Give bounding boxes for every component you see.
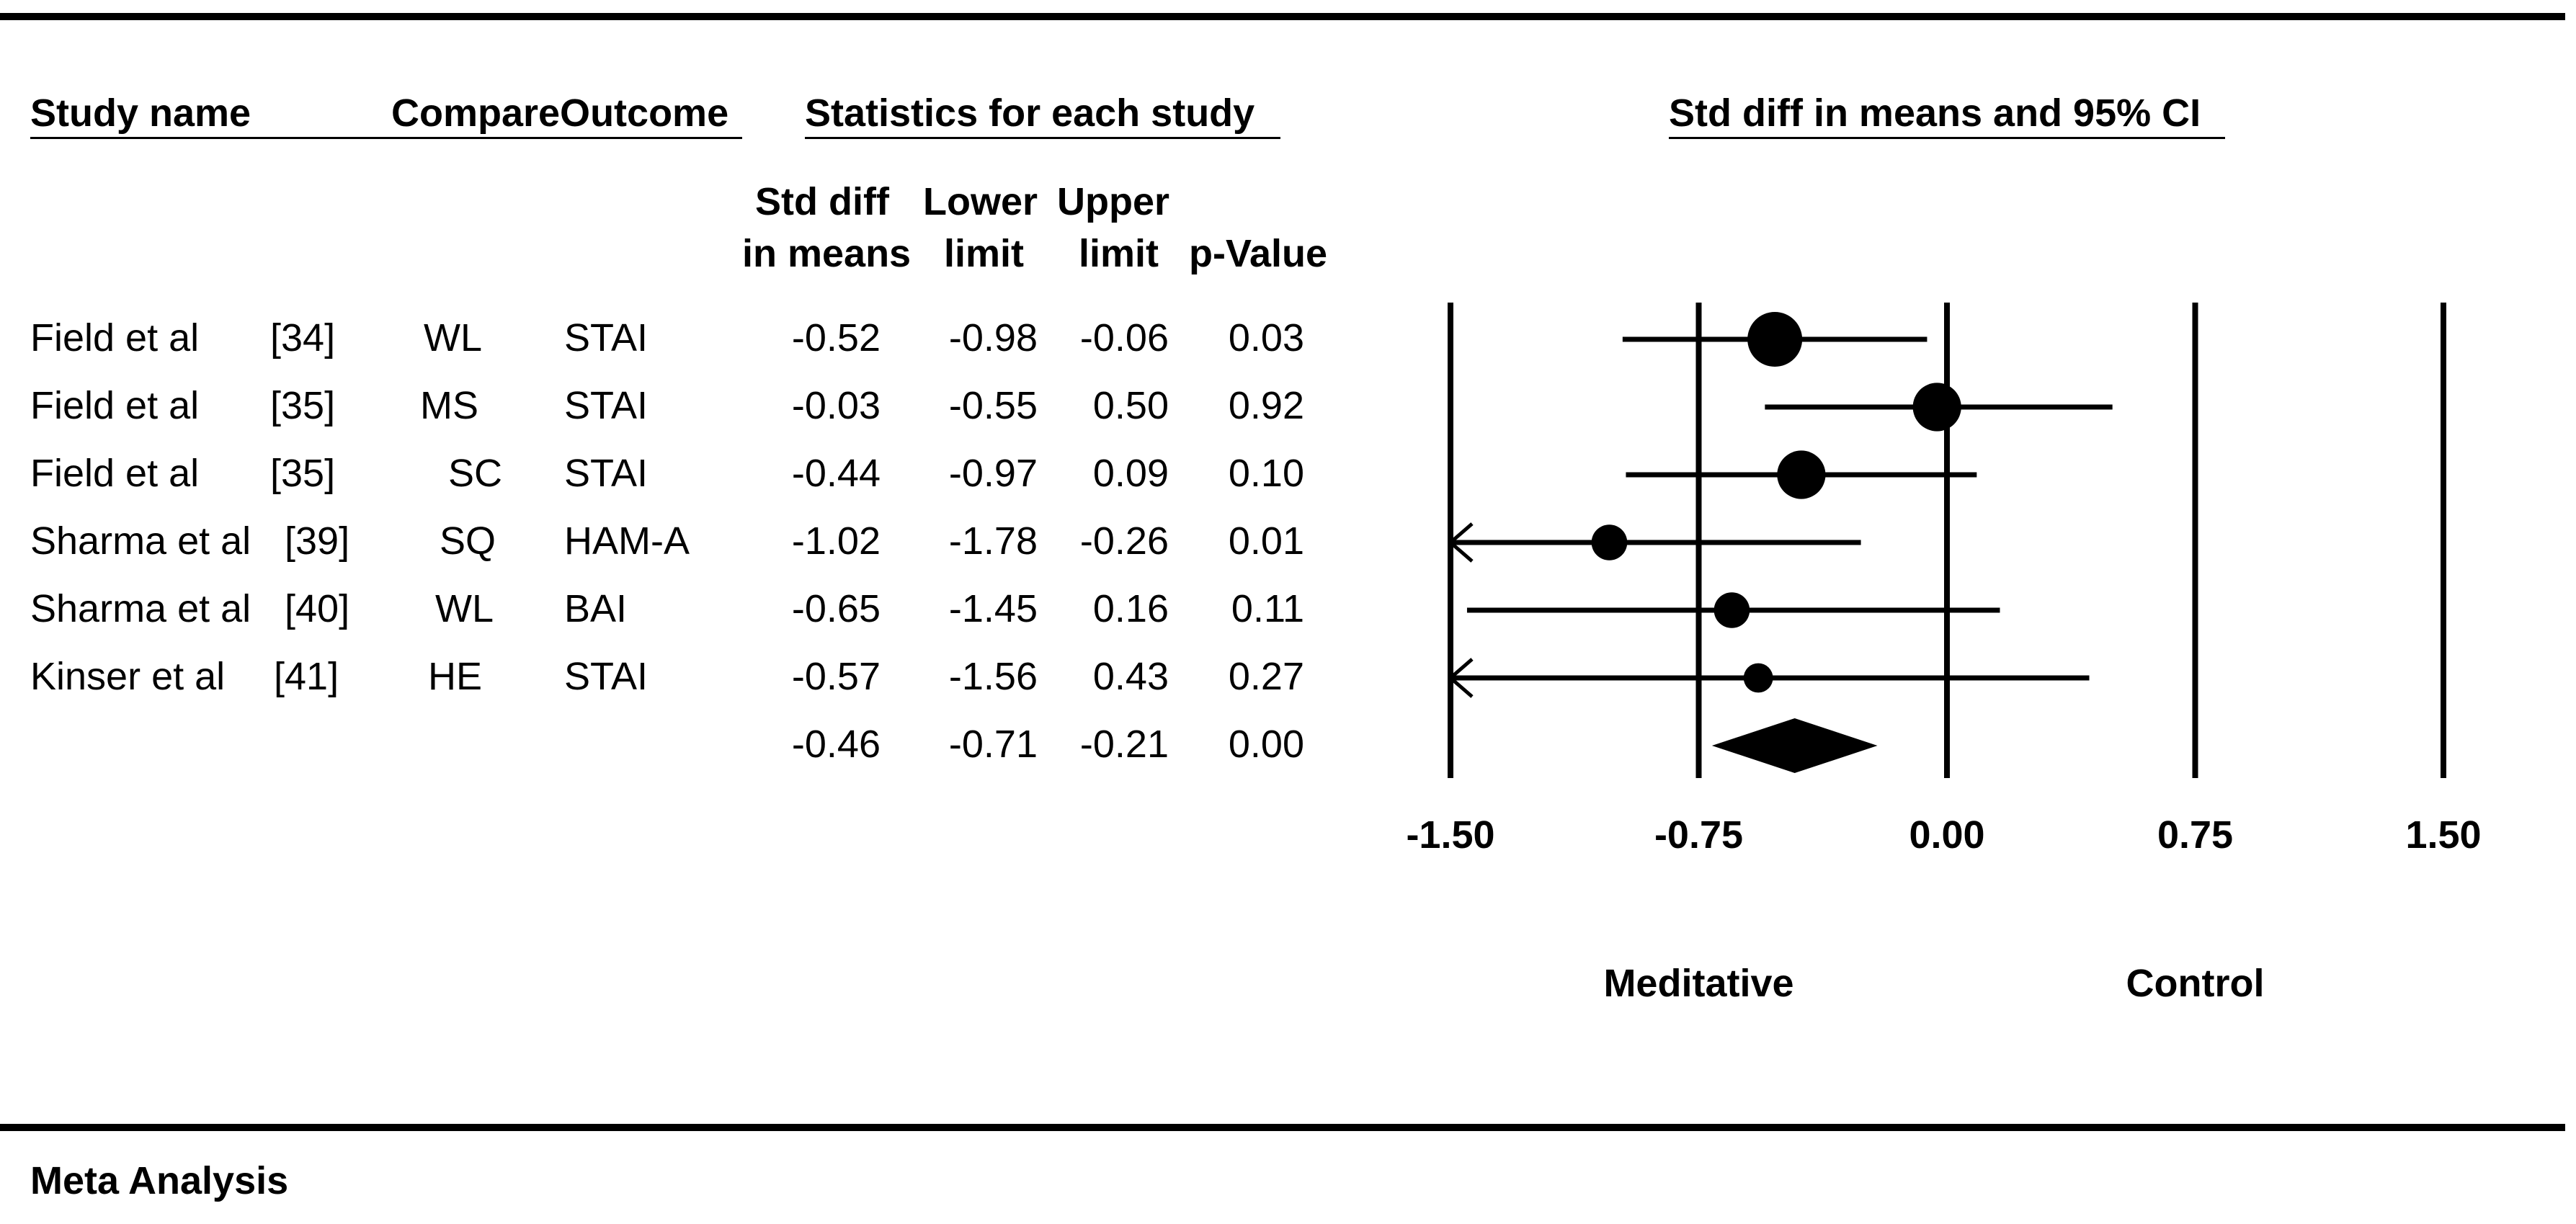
bottom-rule xyxy=(0,1124,2565,1131)
x-tick-label: 1.50 xyxy=(2405,813,2481,857)
row-compare: SC xyxy=(448,452,503,495)
row-compare: HE xyxy=(428,655,483,698)
row-upper: -0.06 xyxy=(1079,316,1169,359)
point-estimate xyxy=(1743,663,1773,693)
subheader-lower-1: Lower xyxy=(923,180,1038,223)
row-lower: -1.78 xyxy=(948,519,1038,563)
row-pvalue: 0.03 xyxy=(1228,316,1304,359)
row-upper: 0.16 xyxy=(1092,587,1169,630)
row-outcome: STAI xyxy=(564,316,649,359)
subheader-stddiff-1: Std diff xyxy=(755,180,889,223)
row-compare: MS xyxy=(420,384,478,427)
x-tick-label: 0.75 xyxy=(2157,813,2233,857)
row-study: Field et al xyxy=(30,452,200,495)
x-tick-label: 0.00 xyxy=(1909,813,1984,857)
x-tick-label: -0.75 xyxy=(1654,813,1743,857)
subheader-stddiff-2: in means xyxy=(742,232,912,275)
row-upper: 0.43 xyxy=(1092,655,1169,698)
point-estimate xyxy=(1591,524,1628,560)
header-underline-statistics xyxy=(805,137,1280,139)
row-ref: [34] xyxy=(270,316,336,359)
x-tick-label: -1.50 xyxy=(1406,813,1494,857)
row-smd: -0.57 xyxy=(791,655,881,698)
header-statistics: Statistics for each study xyxy=(805,91,1255,135)
row-smd: -0.65 xyxy=(791,587,881,630)
row-pvalue: 0.27 xyxy=(1228,655,1304,698)
row-outcome: STAI xyxy=(564,655,649,698)
row-pvalue: 0.10 xyxy=(1228,452,1304,495)
row-smd: -0.03 xyxy=(791,384,881,427)
footer-label: Meta Analysis xyxy=(30,1159,289,1202)
ci-arrow xyxy=(1448,658,1474,698)
top-rule xyxy=(0,13,2565,20)
subheader-upper-2: limit xyxy=(1079,232,1159,275)
row-outcome: HAM-A xyxy=(564,519,690,563)
plot-title: Std diff in means and 95% CI xyxy=(1669,91,2201,135)
row-study: Sharma et al xyxy=(30,519,251,563)
point-estimate xyxy=(1747,312,1803,367)
row-smd: -1.02 xyxy=(791,519,881,563)
summary-pvalue: 0.00 xyxy=(1228,723,1304,766)
row-smd: -0.52 xyxy=(791,316,881,359)
row-lower: -1.45 xyxy=(948,587,1038,630)
row-ref: [40] xyxy=(285,587,350,630)
point-estimate xyxy=(1713,592,1750,628)
row-study: Field et al xyxy=(30,384,200,427)
subheader-pvalue: p-Value xyxy=(1189,232,1328,275)
row-study: Field et al xyxy=(30,316,200,359)
row-lower: -1.56 xyxy=(948,655,1038,698)
row-ref: [35] xyxy=(270,452,336,495)
summary-smd: -0.46 xyxy=(791,723,881,766)
row-compare: SQ xyxy=(440,519,496,563)
row-compare: WL xyxy=(424,316,482,359)
favours-right-label: Control xyxy=(2126,962,2265,1005)
point-estimate xyxy=(1912,383,1961,432)
row-ref: [35] xyxy=(270,384,336,427)
header-study-name: Study name xyxy=(30,91,251,135)
row-lower: -0.55 xyxy=(948,384,1038,427)
row-lower: -0.97 xyxy=(948,452,1038,495)
row-upper: 0.09 xyxy=(1092,452,1169,495)
favours-left-label: Meditative xyxy=(1603,962,1793,1005)
row-outcome: BAI xyxy=(564,587,628,630)
row-study: Kinser et al xyxy=(30,655,226,698)
summary-lower: -0.71 xyxy=(948,723,1038,766)
row-outcome: STAI xyxy=(564,452,649,495)
row-study: Sharma et al xyxy=(30,587,251,630)
subheader-lower-2: limit xyxy=(944,232,1025,275)
subheader-upper-1: Upper xyxy=(1057,180,1170,223)
row-pvalue: 0.01 xyxy=(1228,519,1304,563)
row-pvalue: 0.92 xyxy=(1228,384,1304,427)
header-underline-plot xyxy=(1669,137,2225,139)
row-pvalue: 0.11 xyxy=(1231,587,1304,630)
point-estimate xyxy=(1777,450,1826,499)
header-underline-left xyxy=(30,137,742,139)
header-compare-outcome: CompareOutcome xyxy=(391,91,729,135)
row-upper: 0.50 xyxy=(1092,384,1169,427)
row-lower: -0.98 xyxy=(948,316,1038,359)
row-ref: [39] xyxy=(285,519,350,563)
summary-diamond xyxy=(1711,718,1878,773)
row-upper: -0.26 xyxy=(1079,519,1169,563)
row-compare: WL xyxy=(435,587,494,630)
row-ref: [41] xyxy=(274,655,339,698)
row-smd: -0.44 xyxy=(791,452,881,495)
ci-arrow xyxy=(1448,522,1474,563)
summary-upper: -0.21 xyxy=(1079,723,1169,766)
row-outcome: STAI xyxy=(564,384,649,427)
